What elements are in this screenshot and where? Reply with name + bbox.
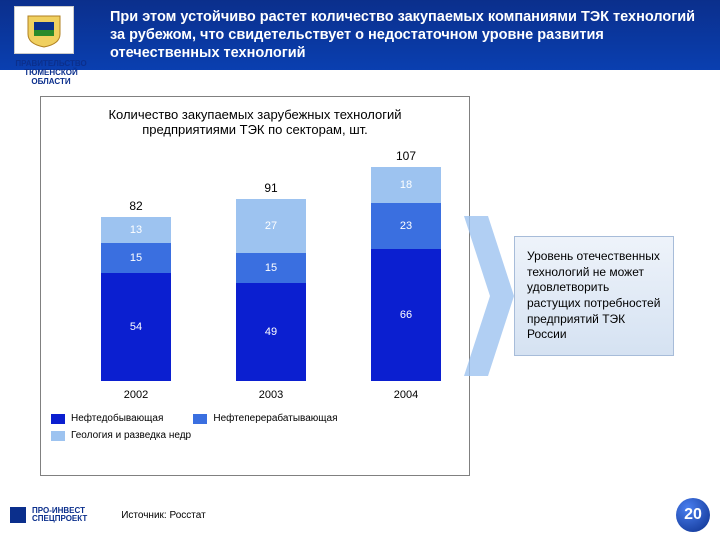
slide-title: При этом устойчиво растет количество зак… bbox=[0, 0, 720, 70]
footer-org-line: СПЕЦПРОЕКТ bbox=[32, 515, 87, 523]
bar-segment: 66 bbox=[371, 249, 441, 381]
government-label: ПРАВИТЕЛЬСТВО ТЮМЕНСКОЙ ОБЛАСТИ bbox=[6, 60, 96, 86]
region-emblem bbox=[14, 6, 74, 54]
legend-item: Нефтедобывающая bbox=[51, 413, 163, 424]
chart-legend: Нефтедобывающая Нефтеперерабатывающая Геол… bbox=[51, 413, 459, 441]
legend-label: Нефтеперерабатывающая bbox=[213, 413, 337, 424]
chart-container: Количество закупаемых зарубежных техноло… bbox=[40, 96, 470, 476]
legend-label: Геология и разведка недр bbox=[71, 430, 191, 441]
bar-group: 131554822002 bbox=[101, 217, 171, 381]
bar-category-label: 2003 bbox=[236, 389, 306, 401]
bar-group: 1823661072004 bbox=[371, 167, 441, 381]
legend-item: Геология и разведка недр bbox=[51, 430, 191, 441]
chart-title: Количество закупаемых зарубежных техноло… bbox=[71, 107, 439, 137]
org-line: ОБЛАСТИ bbox=[6, 78, 96, 87]
footer-logo-icon bbox=[10, 507, 26, 523]
callout-box: Уровень отечественных технологий не може… bbox=[514, 236, 674, 356]
bar-segment: 15 bbox=[101, 243, 171, 273]
bar-segment: 49 bbox=[236, 283, 306, 381]
arrow-callout-group: Уровень отечественных технологий не може… bbox=[470, 96, 700, 496]
arrow-icon bbox=[464, 216, 514, 376]
bar-segment: 15 bbox=[236, 253, 306, 283]
bar-segment: 27 bbox=[236, 199, 306, 253]
page-number: 20 bbox=[676, 498, 710, 532]
footer: ПРО-ИНВЕСТ СПЕЦПРОЕКТ Источник: Росстат … bbox=[10, 498, 710, 532]
bar-total-label: 82 bbox=[101, 199, 171, 213]
bar-category-label: 2002 bbox=[101, 389, 171, 401]
bar-segment: 18 bbox=[371, 167, 441, 203]
bar-category-label: 2004 bbox=[371, 389, 441, 401]
bar-segment: 23 bbox=[371, 203, 441, 249]
chart-plot: 131554822002 271549912003 1823661072004 bbox=[61, 141, 449, 381]
bar-segment: 54 bbox=[101, 273, 171, 381]
legend-swatch bbox=[193, 414, 207, 424]
legend-item: Нефтеперерабатывающая bbox=[193, 413, 337, 424]
source-label: Источник: Росстат bbox=[121, 510, 205, 521]
content-area: Количество закупаемых зарубежных техноло… bbox=[40, 96, 700, 496]
footer-org: ПРО-ИНВЕСТ СПЕЦПРОЕКТ bbox=[32, 507, 87, 523]
legend-label: Нефтедобывающая bbox=[71, 413, 163, 424]
legend-swatch bbox=[51, 414, 65, 424]
bar-total-label: 91 bbox=[236, 181, 306, 195]
bar-segment: 13 bbox=[101, 217, 171, 243]
legend-swatch bbox=[51, 431, 65, 441]
bar-group: 271549912003 bbox=[236, 199, 306, 381]
bar-total-label: 107 bbox=[371, 149, 441, 163]
